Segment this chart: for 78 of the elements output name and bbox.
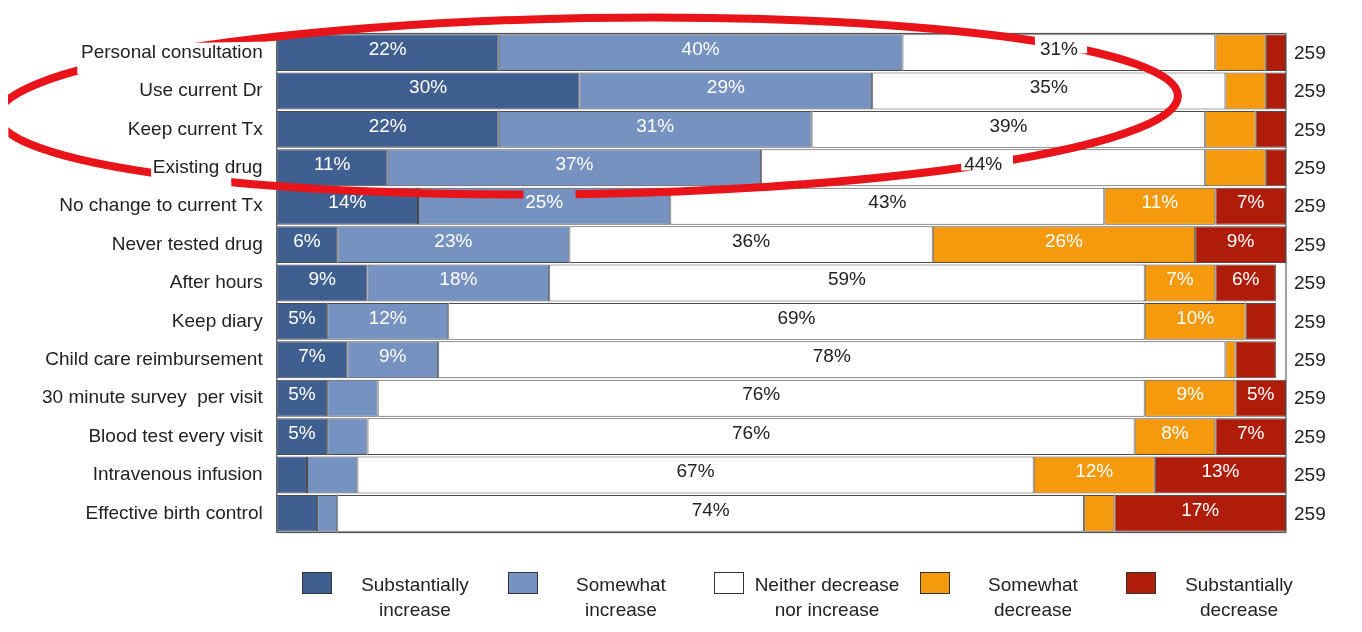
data-label: 67% — [676, 460, 715, 482]
data-label: 18% — [439, 268, 478, 290]
text: 259 — [1294, 310, 1326, 332]
y-tick-label: Intravenous infusion — [92, 463, 263, 485]
data-label: 76% — [732, 421, 771, 443]
data-label: 29% — [706, 76, 745, 98]
data-label: 11% — [313, 153, 351, 175]
data-label: 9% — [1226, 229, 1255, 251]
y-tick-label: After hours — [169, 271, 263, 293]
data-label: 13% — [1201, 460, 1240, 482]
y-tick-label: Keep diary — [171, 309, 264, 331]
data-label: 22% — [368, 114, 407, 136]
data-label: 9% — [308, 268, 336, 290]
text: 259 — [1294, 233, 1326, 255]
data-label: 7% — [1236, 191, 1265, 213]
data-label: 7% — [1236, 421, 1265, 443]
data-label: 9% — [1176, 383, 1204, 405]
data-label: 5% — [288, 306, 316, 328]
text: 259 — [1294, 118, 1326, 140]
text: 259 — [1294, 272, 1326, 294]
y-tick-label: 30 minute survey per visit — [42, 386, 264, 408]
data-label: 36% — [732, 229, 771, 251]
data-label: 26% — [1044, 229, 1084, 251]
data-label: 5% — [288, 383, 316, 405]
data-label: 8% — [1161, 421, 1189, 443]
text: 259 — [1294, 195, 1326, 217]
text: 259 — [1294, 502, 1326, 524]
text: 259 — [1294, 349, 1326, 371]
text: 259 — [1294, 157, 1326, 179]
data-label: 11% — [1141, 191, 1179, 213]
data-label: 31% — [636, 114, 675, 136]
data-label: 7% — [1166, 268, 1194, 290]
text: 259 — [1294, 41, 1326, 63]
data-label: 59% — [827, 268, 867, 290]
data-label: 7% — [298, 345, 326, 367]
data-label: 23% — [434, 229, 473, 251]
data-label: 17% — [1181, 498, 1220, 520]
legend-label: Somewhat increase — [575, 573, 667, 622]
y-tick-label: Blood test every visit — [88, 424, 264, 446]
data-label: 22% — [368, 37, 407, 59]
data-label: 78% — [812, 345, 851, 367]
data-label: 74% — [691, 498, 730, 520]
text: 259 — [1294, 80, 1326, 102]
text: 259 — [1294, 387, 1326, 409]
data-label: 12% — [1075, 460, 1114, 482]
data-label: 25% — [525, 191, 564, 213]
data-label: 37% — [555, 153, 594, 175]
text: 259 — [1294, 464, 1326, 486]
data-label: 14% — [328, 191, 367, 213]
y-tick-label: Keep current Tx — [127, 117, 264, 139]
text: Neither decrease nor increase — [753, 573, 901, 622]
y-tick-label: Existing drug — [152, 156, 263, 178]
data-label: 44% — [964, 153, 1003, 175]
data-label: 5% — [288, 421, 316, 443]
legend-label: Substantially decrease — [1184, 573, 1294, 622]
y-tick-label: No change to current Tx — [59, 194, 264, 216]
data-label: 31% — [1039, 37, 1079, 59]
y-tick-label: Use current Dr — [139, 79, 264, 101]
data-label: 39% — [989, 114, 1028, 136]
data-label: 5% — [1247, 383, 1275, 405]
data-label: 6% — [1231, 268, 1260, 290]
data-label: 9% — [379, 345, 407, 367]
y-tick-label: Personal consultation — [81, 40, 263, 62]
data-label: 6% — [293, 229, 321, 251]
data-label: 35% — [1029, 76, 1068, 98]
data-label: 43% — [868, 191, 907, 213]
y-tick-label: Effective birth control — [85, 501, 263, 523]
data-label: 76% — [742, 383, 781, 405]
legend-label: Somewhat decrease — [987, 573, 1079, 622]
data-label: 40% — [681, 37, 720, 59]
y-tick-label: Never tested drug — [111, 232, 263, 254]
y-tick-label: Child care reimbursement — [45, 348, 264, 370]
legend-label: Substantially increase — [360, 573, 470, 622]
data-label: 10% — [1176, 306, 1215, 328]
data-label: 69% — [777, 306, 816, 328]
data-label: 12% — [368, 306, 407, 328]
text: 259 — [1294, 425, 1326, 447]
data-label: 30% — [409, 76, 448, 98]
